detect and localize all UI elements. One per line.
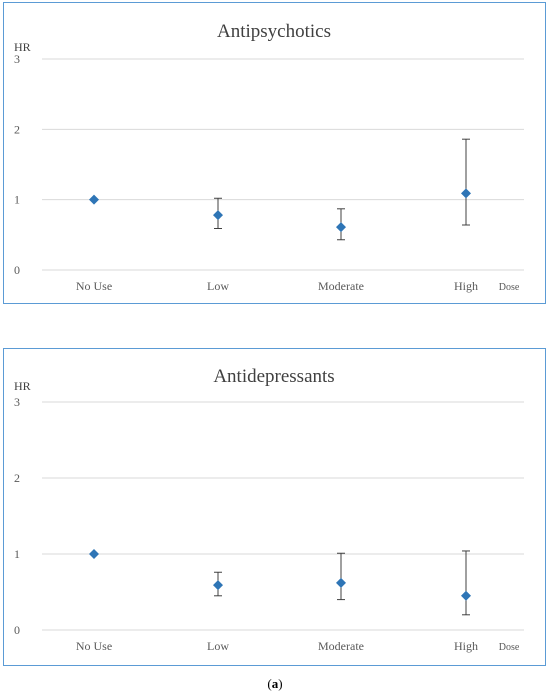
chart-title: Antipsychotics — [217, 21, 331, 42]
x-tick-label: No Use — [76, 279, 112, 293]
x-axis-label: Dose — [499, 642, 520, 653]
y-tick-label: 1 — [14, 547, 20, 561]
y-tick-label: 1 — [14, 193, 20, 207]
data-point-marker — [461, 590, 471, 601]
data-point-marker — [336, 577, 346, 588]
y-tick-label: 0 — [14, 263, 20, 277]
y-tick-label: 3 — [14, 52, 20, 66]
y-tick-label: 2 — [14, 122, 20, 136]
x-tick-label: High — [454, 279, 478, 293]
data-point-marker — [89, 549, 99, 559]
chart-antidepressants: Antidepressants HR 0 1 2 3 No Use Low Moderate Hi… — [14, 366, 524, 653]
x-axis-label: Dose — [499, 282, 520, 293]
caption-label: a — [271, 676, 279, 691]
caption-open: ( — [267, 676, 272, 691]
x-tick-label: Low — [207, 279, 229, 293]
figure-caption: (a) — [0, 676, 550, 692]
x-tick-label: Moderate — [318, 279, 364, 293]
y-tick-label: 0 — [14, 623, 20, 637]
data-point-marker — [461, 188, 471, 199]
x-tick-label: High — [454, 639, 478, 653]
y-axis-label: HR — [14, 379, 31, 393]
chart-panel-antipsychotics: Antipsychotics HR 0 1 2 3 No Use Low Moderate Hig… — [3, 2, 546, 304]
y-axis-label: HR — [14, 40, 31, 54]
chart-title: Antidepressants — [213, 366, 334, 387]
caption-close: ) — [278, 676, 283, 691]
chart-panel-antidepressants: Antidepressants HR 0 1 2 3 No Use Low Moderate Hi… — [3, 348, 546, 666]
chart-antipsychotics: Antipsychotics HR 0 1 2 3 No Use Low Moderate Hig… — [14, 21, 524, 293]
x-tick-label: No Use — [76, 639, 112, 653]
y-tick-label: 3 — [14, 395, 20, 409]
data-point-marker — [89, 194, 99, 205]
data-point-marker — [213, 210, 223, 221]
data-point-marker — [213, 580, 223, 591]
x-tick-label: Low — [207, 639, 229, 653]
x-tick-label: Moderate — [318, 639, 364, 653]
data-point-marker — [336, 222, 346, 233]
y-tick-label: 2 — [14, 471, 20, 485]
